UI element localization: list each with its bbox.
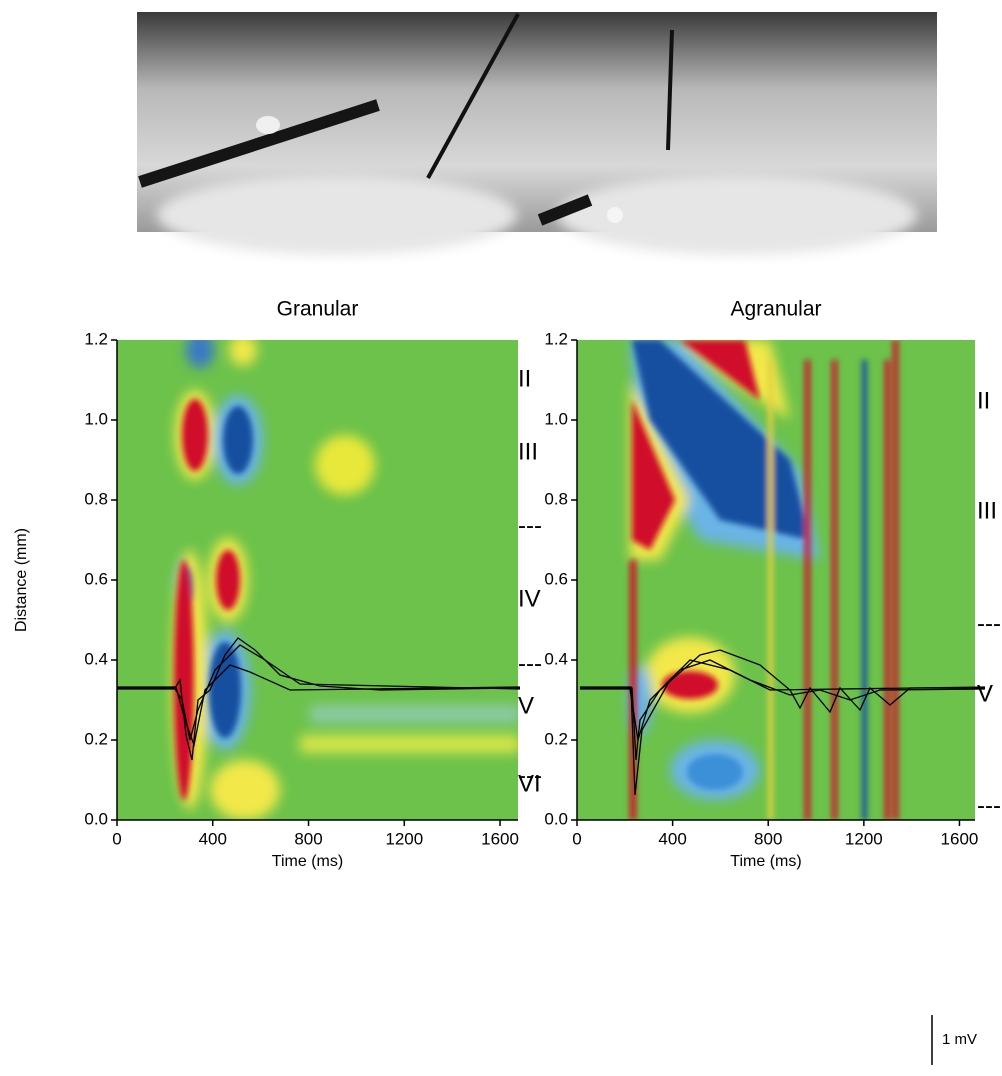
layer-label: --- — [977, 792, 1001, 819]
y-tick-label: 0.0 — [84, 809, 108, 828]
y-tick-label: 1.0 — [84, 409, 108, 428]
x-tick-label: 0 — [572, 829, 581, 848]
y-tick-label: 0.8 — [84, 489, 108, 508]
layer-label: --- — [518, 650, 542, 677]
x-tick-label: 800 — [754, 829, 782, 848]
y-tick-label: 0.6 — [544, 569, 568, 588]
y-tick-label: 0.2 — [84, 729, 108, 748]
layer-label: III — [518, 438, 538, 465]
layer-label: VI — [518, 770, 541, 797]
y-tick-label: 0.8 — [544, 489, 568, 508]
layer-label: IV — [518, 585, 541, 612]
y-axis-label: Distance (mm) — [13, 528, 30, 632]
x-axis-label: Time (ms) — [272, 853, 343, 870]
layer-label: --- — [518, 512, 542, 539]
y-tick-label: 1.2 — [84, 329, 108, 348]
layer-label: --- — [977, 610, 1001, 637]
y-tick-label: 0.4 — [84, 649, 108, 668]
x-tick-label: 400 — [199, 829, 227, 848]
x-tick-label: 1600 — [941, 829, 979, 848]
x-tick-label: 800 — [294, 829, 322, 848]
y-tick-label: 0.6 — [84, 569, 108, 588]
panel-title: Granular — [277, 298, 359, 321]
layer-label: --- — [518, 762, 542, 789]
heatmap-image — [577, 340, 975, 820]
panel-title: Agranular — [730, 298, 821, 321]
layer-label: II — [977, 387, 990, 414]
y-tick-label: 0.2 — [544, 729, 568, 748]
x-tick-label: 1200 — [385, 829, 423, 848]
y-tick-label: 1.2 — [544, 329, 568, 348]
layer-label: II — [518, 365, 531, 392]
y-tick-label: 0.0 — [544, 809, 568, 828]
layer-label: III — [977, 497, 997, 524]
y-tick-label: 1.0 — [544, 409, 568, 428]
layer-label: V — [977, 680, 993, 707]
x-tick-label: 0 — [112, 829, 121, 848]
photo — [137, 12, 937, 255]
trace — [117, 637, 986, 796]
x-tick-label: 1200 — [845, 829, 883, 848]
layer-label: V — [518, 692, 534, 719]
x-tick-label: 400 — [658, 829, 686, 848]
x-axis-label: Time (ms) — [730, 853, 801, 870]
x-tick-label: 1600 — [481, 829, 519, 848]
y-tick-label: 0.4 — [544, 649, 568, 668]
heatmap-image — [117, 340, 518, 820]
scale-bar-label: 1 mV — [942, 1031, 977, 1048]
